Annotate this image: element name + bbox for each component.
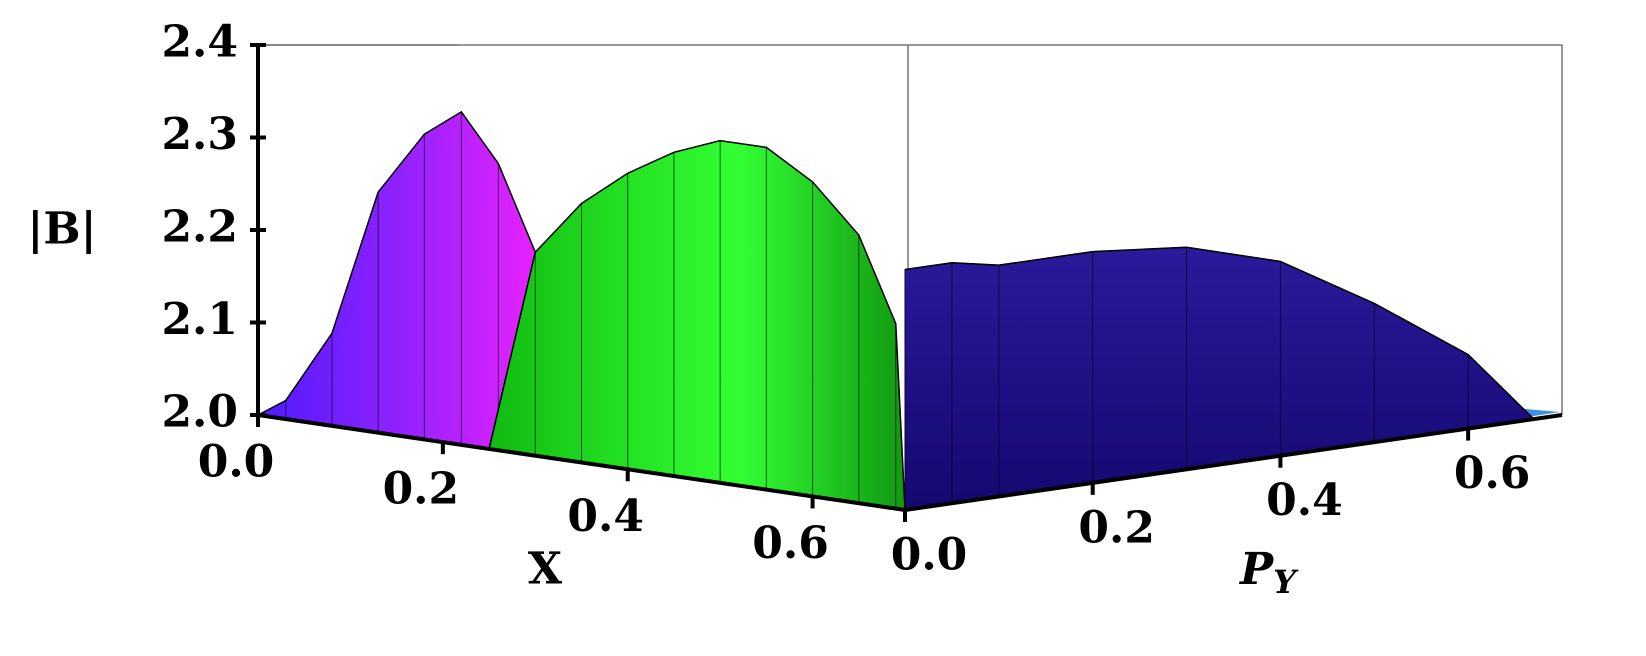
axes: 0.0 0.2 0.4 0.6 0.0 0.2 0.4 0.6 2.0 2.1 2.2 2.3 2.4 (161, 17, 1563, 581)
x-tick-label: 0.0 (198, 437, 275, 488)
z-axis-label: |B| (27, 204, 96, 255)
surfaces (256, 110, 1535, 511)
x-tick-label: 0.6 (752, 518, 829, 569)
surface-edge (488, 139, 906, 511)
x-tick-label: 0.2 (383, 464, 460, 515)
x-axis (257, 413, 906, 512)
z-tick-label: 2.1 (161, 294, 238, 345)
surface-fill (488, 140, 906, 511)
z-tick-label: 2.0 (161, 387, 238, 438)
y-tick-label: 0.6 (1454, 448, 1531, 499)
y-axis-label: PY (1238, 544, 1299, 601)
y-axis (904, 413, 1563, 512)
y-axis-label-main: P (1238, 544, 1275, 595)
y-axis-label-sub: Y (1273, 563, 1299, 601)
surface-edge (904, 246, 1535, 420)
y-tick-label: 0.2 (1078, 502, 1155, 553)
x-axis-label: X (528, 544, 563, 595)
x-tick-label: 0.4 (567, 491, 644, 542)
z-tick-label: 2.3 (161, 109, 238, 160)
y-tick-label: 0.4 (1266, 475, 1343, 526)
y-tick-label: 0.0 (891, 530, 968, 581)
z-tick-label: 2.4 (161, 17, 238, 68)
z-tick-label: 2.2 (161, 202, 238, 253)
box-edge (258, 44, 1563, 415)
surface-edge (257, 110, 573, 416)
